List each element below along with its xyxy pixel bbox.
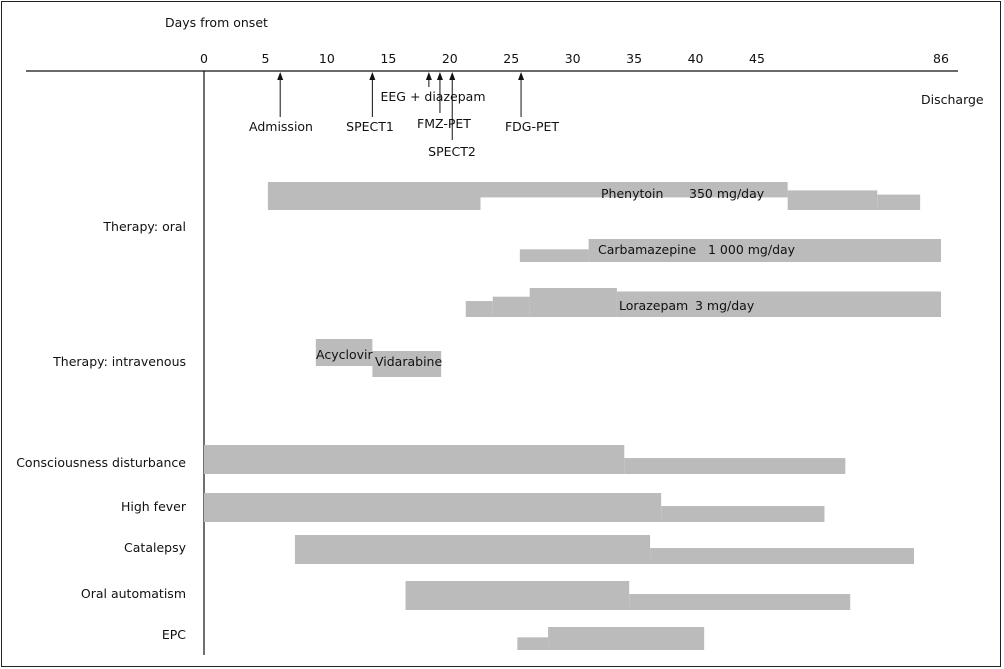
tick-label-35: 35 bbox=[626, 51, 642, 66]
group-label-epc: EPC bbox=[162, 627, 186, 642]
tick-label-10: 10 bbox=[319, 51, 335, 66]
bar-lorazepam-seg-3 bbox=[616, 291, 941, 317]
bar-catalepsy-seg-0 bbox=[294, 535, 651, 564]
event-arrowhead-fdg-pet bbox=[518, 72, 525, 80]
tick-label-20: 20 bbox=[442, 51, 458, 66]
bar-consciousness-disturbance-seg-1 bbox=[624, 458, 846, 474]
tick-label-30: 30 bbox=[565, 51, 581, 66]
bar-phenytoin-seg-3 bbox=[877, 194, 921, 210]
bar-label-carbamazepine: Carbamazepine bbox=[598, 242, 697, 257]
bar-epc-seg-1 bbox=[548, 627, 705, 650]
bar-dose-carbamazepine: 1 000 mg/day bbox=[708, 242, 796, 257]
group-label-consciousness: Consciousness disturbance bbox=[16, 455, 186, 470]
bar-dose-phenytoin: 350 mg/day bbox=[689, 186, 765, 201]
bar-carbamazepine-seg-0 bbox=[519, 249, 589, 262]
event-arrowhead-fmz-pet bbox=[436, 72, 443, 80]
discharge-label: Discharge bbox=[921, 92, 984, 107]
bar-label-phenytoin: Phenytoin bbox=[601, 186, 663, 201]
event-arrowhead-eeg-diazepam bbox=[425, 72, 432, 80]
bar-oral-automatism-seg-1 bbox=[629, 594, 851, 610]
group-label-high-fever: High fever bbox=[121, 499, 187, 514]
bar-oral-automatism-seg-0 bbox=[405, 581, 630, 610]
event-arrowhead-spect1 bbox=[369, 72, 376, 80]
event-arrowhead-admission bbox=[277, 72, 284, 80]
tick-label-15: 15 bbox=[380, 51, 396, 66]
group-label-catalepsy: Catalepsy bbox=[124, 540, 187, 555]
tick-label-5: 5 bbox=[261, 51, 269, 66]
bar-vidarabine-seg-0 bbox=[372, 351, 442, 377]
bar-high-fever-seg-0 bbox=[204, 493, 662, 522]
axis-label: Days from onset bbox=[165, 15, 268, 30]
bar-lorazepam-seg-2 bbox=[529, 288, 617, 317]
bar-epc-seg-0 bbox=[517, 637, 549, 650]
event-label-fdg-pet: FDG-PET bbox=[505, 119, 559, 134]
bar-phenytoin-seg-0 bbox=[267, 182, 481, 210]
tick-label-0: 0 bbox=[200, 51, 208, 66]
bar-phenytoin-seg-2 bbox=[787, 190, 878, 210]
event-label-eeg-diazepam: EEG + diazepam bbox=[381, 89, 486, 104]
group-label-oral-automatism: Oral automatism bbox=[81, 586, 186, 601]
bar-lorazepam-seg-1 bbox=[492, 296, 530, 317]
group-label-therapy-iv: Therapy: intravenous bbox=[52, 354, 186, 369]
event-label-fmz-pet: FMZ-PET bbox=[417, 116, 471, 131]
bar-consciousness-disturbance-seg-0 bbox=[204, 445, 625, 474]
group-label-therapy-oral: Therapy: oral bbox=[102, 219, 186, 234]
bar-label-lorazepam: Lorazepam bbox=[619, 298, 688, 313]
event-arrowhead-spect2 bbox=[449, 72, 456, 80]
bar-high-fever-seg-1 bbox=[661, 506, 825, 522]
bar-label-vidarabine: Vidarabine bbox=[375, 354, 442, 369]
bar-label-acyclovir: Acyclovir bbox=[316, 347, 373, 362]
event-label-admission: Admission bbox=[249, 119, 313, 134]
event-label-spect1: SPECT1 bbox=[346, 119, 394, 134]
bar-dose-lorazepam: 3 mg/day bbox=[695, 298, 755, 313]
tick-label-45: 45 bbox=[749, 51, 765, 66]
bar-acyclovir-seg-0 bbox=[315, 339, 373, 366]
bar-carbamazepine-seg-1 bbox=[588, 239, 941, 262]
event-label-spect2: SPECT2 bbox=[428, 144, 476, 159]
bar-phenytoin-seg-1 bbox=[480, 182, 788, 198]
bar-catalepsy-seg-1 bbox=[650, 548, 915, 564]
tick-label-25: 25 bbox=[503, 51, 519, 66]
bar-lorazepam-seg-0 bbox=[465, 301, 493, 317]
tick-label-40: 40 bbox=[688, 51, 704, 66]
tick-label-86: 86 bbox=[933, 51, 949, 66]
